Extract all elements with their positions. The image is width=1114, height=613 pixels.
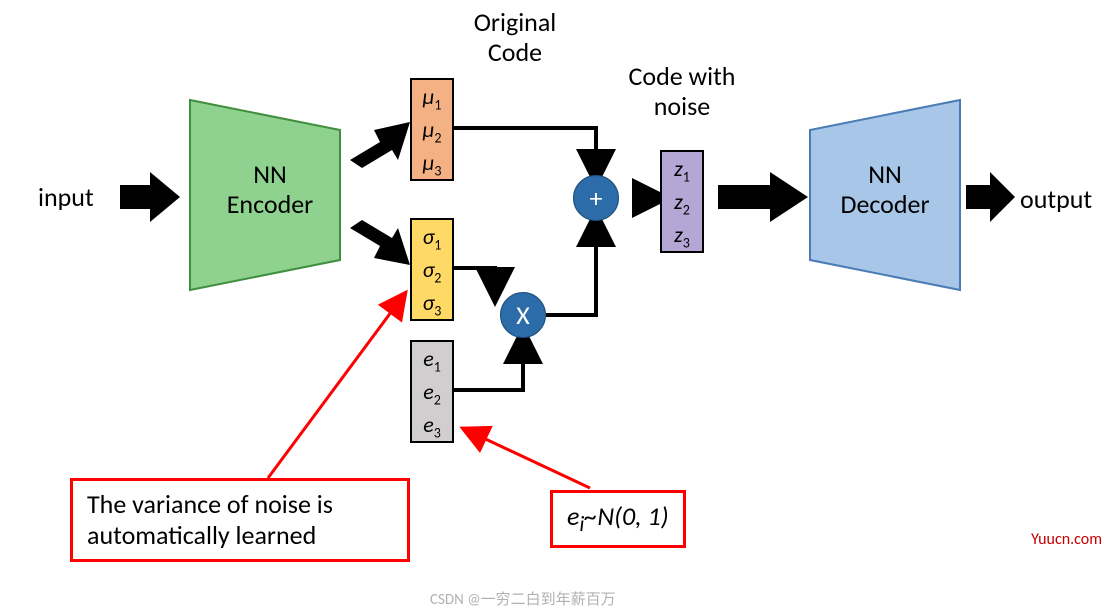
decoder-label-l2: Decoder xyxy=(830,190,940,220)
sigma-3: σ3 xyxy=(412,286,452,319)
e-3: e3 xyxy=(412,408,452,441)
z-2: z2 xyxy=(662,185,702,218)
noise-dist-text: ei~N(0, 1) xyxy=(567,500,669,532)
fat-arrow-z-dec xyxy=(718,172,808,222)
original-code-label: Original Code xyxy=(460,8,570,68)
watermark-csdn: CSDN @一穷二白到年薪百万 xyxy=(430,588,616,609)
input-label: input xyxy=(38,181,94,213)
encoder-label-l2: Encoder xyxy=(215,190,325,220)
sigma-vector: σ1 σ2 σ3 xyxy=(410,218,454,321)
arrow-e-times xyxy=(454,340,523,390)
red-arrow-noise xyxy=(462,428,590,488)
mu-1: μ1 xyxy=(412,80,452,113)
mu-vector: μ1 μ2 μ3 xyxy=(410,78,454,181)
fat-arrow-enc-sigma xyxy=(350,220,410,265)
arrow-times-plus xyxy=(546,223,596,315)
plus-op: + xyxy=(573,175,619,221)
mu-2: μ2 xyxy=(412,113,452,146)
encoder-label: NN Encoder xyxy=(215,160,325,220)
e-1: e1 xyxy=(412,342,452,375)
arrow-mu-plus xyxy=(454,128,596,173)
encoder-label-l1: NN xyxy=(215,160,325,190)
fat-arrow-input xyxy=(120,172,180,222)
mu-3: μ3 xyxy=(412,146,452,179)
watermark-yuucn: Yuucn.com xyxy=(1031,530,1102,549)
sigma-1: σ1 xyxy=(412,220,452,253)
decoder-label-l1: NN xyxy=(830,160,940,190)
e-2: e2 xyxy=(412,375,452,408)
fat-arrow-dec-out xyxy=(966,172,1015,222)
original-code-l1: Original xyxy=(460,8,570,38)
z-3: z3 xyxy=(662,218,702,251)
e-vector: e1 e2 e3 xyxy=(410,340,454,443)
code-noise-l2: noise xyxy=(617,92,747,122)
variance-callout: The variance of noise is automatically l… xyxy=(70,478,410,562)
fat-arrow-enc-mu xyxy=(350,122,410,168)
arrow-sigma-times xyxy=(454,268,495,291)
z-vector: z1 z2 z3 xyxy=(660,150,704,253)
code-noise-label: Code with noise xyxy=(617,62,747,122)
output-label: output xyxy=(1020,183,1092,215)
red-arrow-variance xyxy=(268,292,406,478)
code-noise-l1: Code with xyxy=(617,62,747,92)
original-code-l2: Code xyxy=(460,38,570,68)
z-1: z1 xyxy=(662,152,702,185)
noise-dist-callout: ei~N(0, 1) xyxy=(550,490,686,548)
sigma-2: σ2 xyxy=(412,253,452,286)
decoder-label: NN Decoder xyxy=(830,160,940,220)
times-op: X xyxy=(500,292,546,338)
